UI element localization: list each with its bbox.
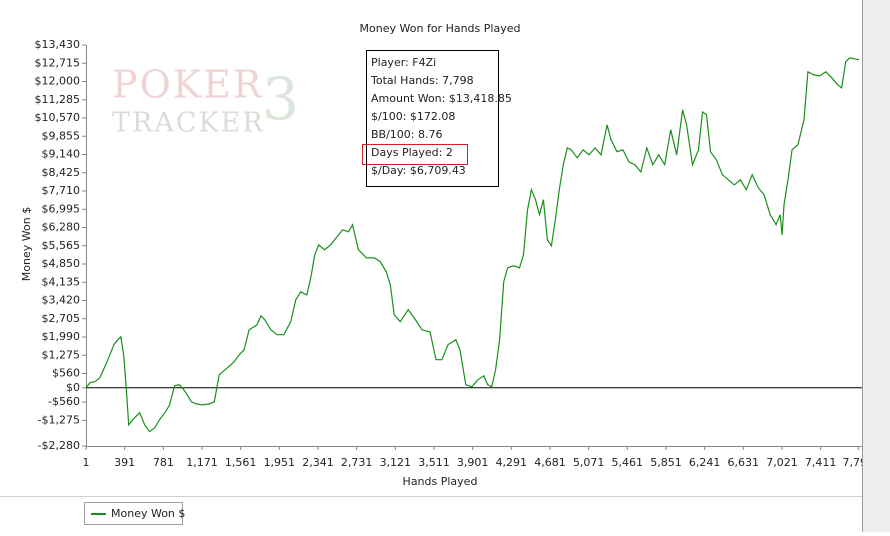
tooltip-line: Player: F4Zi <box>371 56 436 69</box>
y-tick-label: -$1,275 <box>38 413 80 426</box>
y-tick-label: $1,275 <box>42 348 81 361</box>
tooltip-line: Days Played: 2 <box>371 146 453 159</box>
side-gutter <box>862 0 890 532</box>
axes: -$2,280 -$1,275 -$560$0$560 $1,275 $1,990 $2,… <box>35 38 875 469</box>
y-tick-label: $12,000 <box>35 75 81 88</box>
tooltip-line: Total Hands: 7,798 <box>370 74 474 87</box>
plot <box>85 57 862 433</box>
legend-box <box>84 502 183 525</box>
x-tick-label: 3,901 <box>457 456 489 469</box>
y-tick-label: -$2,280 <box>38 439 80 452</box>
y-tick-label: $8,425 <box>42 166 81 179</box>
x-tick-label: 1,951 <box>264 456 296 469</box>
x-tick-label: 5,071 <box>573 456 605 469</box>
y-tick-label: $5,565 <box>42 239 81 252</box>
x-tick-label: 5,461 <box>612 456 644 469</box>
tooltip-box <box>366 50 499 187</box>
tooltip: Player: F4Zi Total Hands: 7,798 Amount Won… <box>362 50 512 187</box>
y-tick-label: $7,710 <box>42 184 81 197</box>
highlight-box <box>362 144 468 165</box>
tooltip-line: $/100: $172.08 <box>371 110 455 123</box>
x-tick-label: 6,631 <box>728 456 760 469</box>
x-tick-label: 2,731 <box>341 456 373 469</box>
x-tick-label: 1,561 <box>225 456 257 469</box>
tooltip-line: $/Day: $6,709.43 <box>371 164 466 177</box>
y-tick-label: $11,285 <box>35 93 81 106</box>
x-tick-label: 4,291 <box>496 456 528 469</box>
x-tick-label: 5,851 <box>650 456 682 469</box>
x-tick-label: 2,341 <box>302 456 334 469</box>
series-line <box>85 57 860 433</box>
y-tick-label: -$560 <box>48 395 80 408</box>
y-tick-label: $560 <box>52 367 80 380</box>
watermark-text: 3 <box>262 65 299 133</box>
tooltip-line: Amount Won: $13,418.85 <box>371 92 512 105</box>
x-tick-label: 3,121 <box>380 456 412 469</box>
y-tick-label: $4,135 <box>42 275 81 288</box>
y-tick-label: $3,420 <box>42 294 81 307</box>
x-tick-label: 1,171 <box>186 456 218 469</box>
legend-label: Money Won $ <box>111 507 185 520</box>
y-tick-label: $0 <box>66 381 80 394</box>
watermark-text: TRACKER <box>112 108 265 139</box>
chart-title: Money Won for Hands Played <box>360 22 521 35</box>
x-tick-label: 7,791 <box>843 456 875 469</box>
y-tick-label: $1,990 <box>42 330 81 343</box>
watermark-text: POKER <box>112 63 263 107</box>
y-tick-label: $2,705 <box>42 312 81 325</box>
watermark: POKER TRACKER 3 <box>112 63 299 139</box>
y-tick-label: $9,855 <box>42 129 81 142</box>
x-axis-title: Hands Played <box>403 475 478 488</box>
x-tick-label: 4,681 <box>534 456 566 469</box>
y-tick-label: $12,715 <box>35 56 81 69</box>
y-tick-label: $9,140 <box>42 148 81 161</box>
x-tick-label: 7,411 <box>805 456 837 469</box>
y-tick-label: $4,850 <box>42 257 81 270</box>
y-tick-label: $6,995 <box>42 202 81 215</box>
x-tick-label: 391 <box>114 456 135 469</box>
x-tick-label: 3,511 <box>418 456 450 469</box>
x-tick-label: 6,241 <box>689 456 721 469</box>
y-axis-title: Money Won $ <box>20 207 33 281</box>
legend: Money Won $ <box>84 502 185 525</box>
y-tick-label: $10,570 <box>35 111 81 124</box>
x-tick-label: 1 <box>83 456 90 469</box>
x-tick-label: 7,021 <box>766 456 798 469</box>
y-tick-label: $13,430 <box>35 38 81 51</box>
tooltip-line: BB/100: 8.76 <box>371 128 443 141</box>
y-tick-label: $6,280 <box>42 221 81 234</box>
x-tick-label: 781 <box>153 456 174 469</box>
